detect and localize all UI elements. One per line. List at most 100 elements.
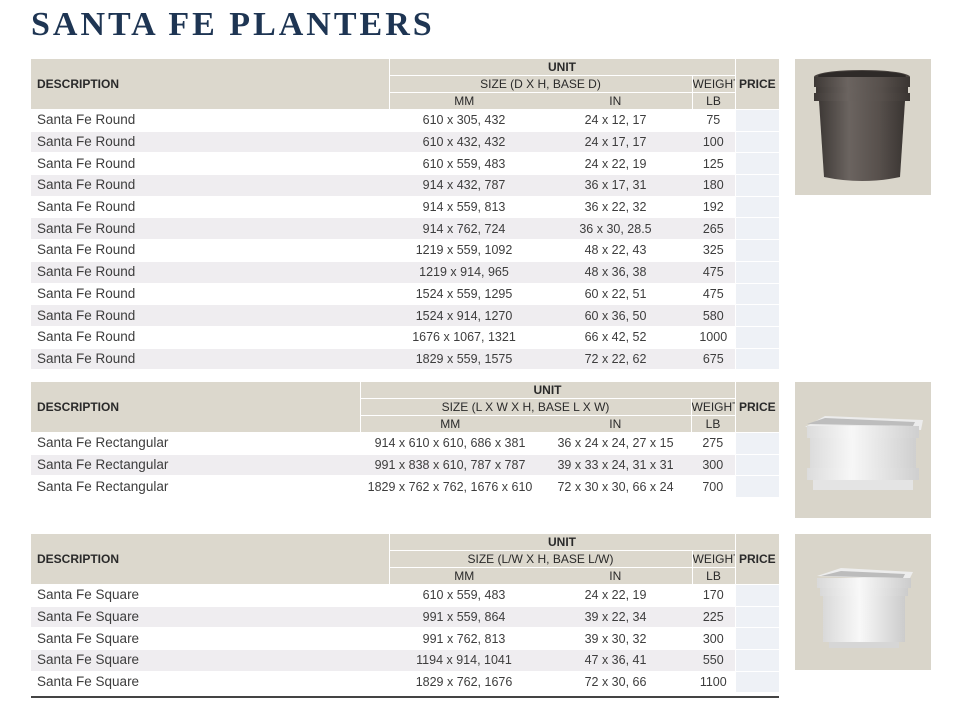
weight-lb-cell: 325 [692,239,736,262]
table-row: Santa Fe Rectangular 1829 x 762 x 762, 16… [31,475,780,498]
lb-header: LB [690,415,736,433]
size-mm-cell: 914 x 610 x 610, 686 x 381 [360,432,540,455]
price-cell [734,325,780,349]
table-row: Santa Fe Round 1219 x 559, 1092 48 x 22, 4… [31,239,780,262]
product-description: Santa Fe Round [31,304,389,327]
in-header: IN [540,415,691,433]
weight-header: WEIGHT [691,550,736,568]
unit-header: UNIT [359,382,736,399]
size-in-cell: 72 x 22, 62 [539,347,692,370]
in-header: IN [539,567,692,585]
size-in-cell: 39 x 30, 32 [539,627,692,650]
size-mm-cell: 610 x 559, 483 [389,584,539,607]
weight-lb-cell: 192 [692,195,736,218]
price-cell [734,282,780,305]
size-in-cell: 39 x 33 x 24, 31 x 31 [540,453,691,476]
weight-lb-cell: 275 [691,432,736,455]
square-planter-photo [795,534,931,670]
weight-lb-cell: 550 [692,649,736,672]
size-mm-cell: 1524 x 914, 1270 [389,304,539,327]
product-description: Santa Fe Rectangular [31,453,360,476]
size-in-cell: 36 x 30, 28.5 [539,217,692,240]
table-row: Santa Fe Round 1219 x 914, 965 48 x 36, 38… [31,260,780,283]
size-in-cell: 72 x 30, 66 [539,670,692,693]
product-description: Santa Fe Round [31,174,389,197]
weight-lb-cell: 675 [692,347,736,370]
product-description: Santa Fe Square [31,627,389,650]
weight-lb-cell: 125 [692,152,736,175]
size-in-cell: 48 x 36, 38 [539,260,692,283]
product-description: Santa Fe Round [31,282,389,305]
table-row: Santa Fe Rectangular 991 x 838 x 610, 787… [31,453,780,476]
size-in-cell: 66 x 42, 52 [539,325,692,349]
size-in-cell: 72 x 30 x 30, 66 x 24 [540,475,691,498]
lb-header: LB [691,567,736,585]
size-mm-cell: 991 x 762, 813 [389,627,539,650]
weight-lb-cell: 300 [691,453,736,476]
in-header: IN [539,92,692,110]
table-row: Santa Fe Round 1829 x 559, 1575 72 x 22, 6… [31,347,780,370]
size-in-cell: 24 x 12, 17 [539,109,692,132]
price-header: PRICE [734,534,780,585]
size-mm-cell: 610 x 432, 432 [389,130,539,153]
price-cell [734,584,780,607]
product-description: Santa Fe Square [31,584,389,607]
table-row: Santa Fe Round 610 x 559, 483 24 x 22, 19 1… [31,152,780,175]
size-mm-cell: 914 x 432, 787 [389,174,539,197]
product-description: Santa Fe Round [31,130,389,153]
unit-header: UNIT [388,534,736,551]
weight-lb-cell: 75 [692,109,736,132]
product-description: Santa Fe Square [31,605,389,628]
size-mm-cell: 610 x 559, 483 [389,152,539,175]
table-row: Santa Fe Square 1194 x 914, 1041 47 x 36, … [31,649,780,672]
weight-lb-cell: 225 [692,605,736,628]
price-cell [734,152,780,175]
table-row: Santa Fe Round 914 x 432, 787 36 x 17, 31 1… [31,174,780,197]
product-description: Santa Fe Square [31,670,389,693]
product-description: Santa Fe Square [31,649,389,672]
price-cell [734,475,780,498]
product-description: Santa Fe Round [31,260,389,283]
table-row: Santa Fe Square 1829 x 762, 1676 72 x 30, … [31,670,780,693]
price-cell [734,432,780,455]
size-in-cell: 24 x 22, 19 [539,584,692,607]
size-in-cell: 36 x 17, 31 [539,174,692,197]
page-title: SANTA FE PLANTERS [31,6,435,43]
rectangular-planter-photo [795,382,931,518]
price-cell [734,670,780,693]
product-description: Santa Fe Round [31,109,389,132]
price-cell [734,605,780,628]
weight-lb-cell: 300 [692,627,736,650]
table-row: Santa Fe Round 610 x 432, 432 24 x 17, 17 1… [31,130,780,153]
size-mm-cell: 1829 x 559, 1575 [389,347,539,370]
size-in-cell: 60 x 22, 51 [539,282,692,305]
mm-header: MM [359,415,540,433]
size-mm-cell: 1829 x 762, 1676 [389,670,539,693]
size-mm-cell: 1676 x 1067, 1321 [389,325,539,349]
size-mm-cell: 991 x 559, 864 [389,605,539,628]
price-cell [734,217,780,240]
price-cell [734,453,780,476]
bottom-rule [31,696,779,698]
size-header: SIZE (L/W X H, BASE L/W) [388,550,692,568]
product-description: Santa Fe Round [31,347,389,370]
size-mm-cell: 1219 x 559, 1092 [389,239,539,262]
size-header: SIZE (D X H, BASE D) [388,75,692,93]
weight-lb-cell: 475 [692,260,736,283]
table-row: Santa Fe Round 1524 x 914, 1270 60 x 36, 5… [31,304,780,327]
size-in-cell: 24 x 17, 17 [539,130,692,153]
round-planters-table: DESCRIPTION UNIT PRICE SIZE (D X H, BASE… [31,59,780,370]
price-cell [734,304,780,327]
size-in-cell: 36 x 22, 32 [539,195,692,218]
round-planter-photo [795,59,931,195]
price-cell [734,347,780,370]
price-cell [734,627,780,650]
size-in-cell: 47 x 36, 41 [539,649,692,672]
size-mm-cell: 1219 x 914, 965 [389,260,539,283]
weight-lb-cell: 180 [692,174,736,197]
size-mm-cell: 610 x 305, 432 [389,109,539,132]
weight-header: WEIGHT [691,75,736,93]
square-planter-image [817,568,913,648]
weight-lb-cell: 580 [692,304,736,327]
price-cell [734,260,780,283]
